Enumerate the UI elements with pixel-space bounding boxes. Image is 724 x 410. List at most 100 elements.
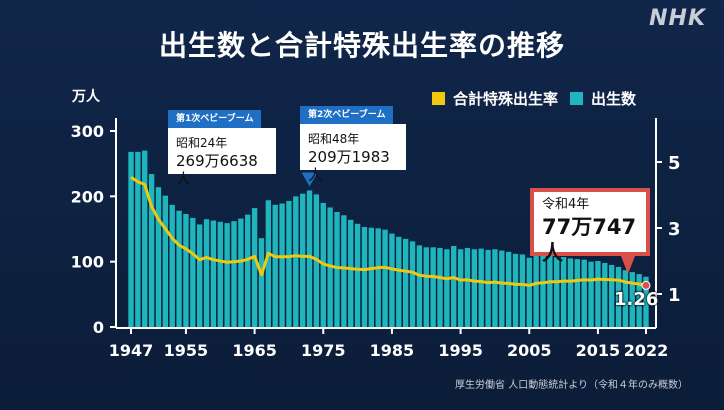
callout-boom1-era: 昭和24年 xyxy=(176,136,228,150)
legend-births-label: 出生数 xyxy=(591,90,637,108)
bar-births-1999 xyxy=(485,249,491,327)
bar-births-1965 xyxy=(251,208,258,327)
bar-births-1980 xyxy=(354,223,361,327)
bar-births-2010 xyxy=(560,257,567,327)
bar-births-1948 xyxy=(135,151,141,327)
bar-births-2009 xyxy=(554,257,560,327)
callout-latest: 令和4年 77万747人 xyxy=(530,188,650,274)
bar-births-1962 xyxy=(231,221,237,327)
callout-boom1-value: 269万6638人 xyxy=(176,152,258,188)
bar-births-1981 xyxy=(361,227,368,327)
left-tick-label-100: 100 xyxy=(71,253,104,272)
right-tick-label-3: 3 xyxy=(668,219,681,240)
bar-births-1949 xyxy=(142,150,148,327)
bar-births-1984 xyxy=(382,229,388,327)
bar-births-1954 xyxy=(176,210,182,327)
bar-births-2011 xyxy=(567,258,574,327)
bar-births-2017 xyxy=(608,264,615,327)
bar-births-1993 xyxy=(444,249,450,327)
callout-boom2-pointer xyxy=(301,172,318,187)
callout-boom1-header: 第1次ベビーブーム xyxy=(168,110,262,128)
bar-births-1972 xyxy=(299,193,306,327)
x-tick-label-2015: 2015 xyxy=(576,341,621,360)
bar-births-1990 xyxy=(423,247,429,327)
bar-births-2018 xyxy=(615,266,622,327)
bar-births-2000 xyxy=(492,249,498,327)
bar-births-2014 xyxy=(588,261,594,327)
callout-boom2: 第2次ベビーブーム 昭和48年 209万1983人 xyxy=(300,106,406,184)
bar-births-1994 xyxy=(451,245,457,327)
bar-births-1987 xyxy=(402,238,409,327)
bar-births-1998 xyxy=(478,248,484,327)
bar-births-2019 xyxy=(622,270,629,327)
bar-births-2020 xyxy=(629,272,635,327)
bar-births-1985 xyxy=(389,233,395,327)
legend-births-swatch xyxy=(570,92,584,105)
callout-latest-era: 令和4年 xyxy=(542,197,590,212)
bar-births-1995 xyxy=(457,249,464,327)
bar-births-2012 xyxy=(574,259,581,327)
bar-births-1952 xyxy=(162,195,169,327)
bar-births-1957 xyxy=(196,224,203,327)
x-tick-label-1955: 1955 xyxy=(164,341,209,360)
callout-boom1: 第1次ベビーブーム 昭和24年 269万6638人 xyxy=(168,110,276,188)
bar-births-1982 xyxy=(368,227,375,327)
bar-births-2008 xyxy=(547,255,553,327)
bar-births-1986 xyxy=(396,236,402,327)
x-tick-label-1975: 1975 xyxy=(301,341,346,360)
bar-births-1958 xyxy=(203,219,210,327)
left-tick-label-0: 0 xyxy=(93,318,104,337)
legend-rate-label: 合計特殊出生率 xyxy=(453,90,559,108)
bar-births-1951 xyxy=(155,187,162,327)
bar-births-1969 xyxy=(279,203,285,327)
bar-births-1983 xyxy=(375,228,381,327)
x-tick-label-2022: 2022 xyxy=(624,341,669,360)
bar-births-2001 xyxy=(499,250,505,327)
bar-births-2002 xyxy=(505,251,512,327)
bar-births-1973 xyxy=(306,190,313,327)
source-note: 厚生労働省 人口動態統計より（令和４年のみ概数） xyxy=(455,380,688,391)
left-tick-label-300: 300 xyxy=(71,122,104,141)
bar-births-1977 xyxy=(334,212,340,327)
left-axis-unit: 万人 xyxy=(72,89,100,105)
bar-births-1970 xyxy=(286,200,292,327)
rate-line xyxy=(130,175,647,287)
bar-births-2003 xyxy=(512,253,519,327)
callout-latest-value: 77万747人 xyxy=(542,215,637,265)
bar-births-1979 xyxy=(348,219,354,327)
bar-births-1961 xyxy=(224,223,230,327)
bar-births-1978 xyxy=(341,215,347,327)
bar-births-2016 xyxy=(602,262,608,327)
x-tick-label-1985: 1985 xyxy=(370,341,415,360)
callout-latest-pointer xyxy=(621,256,635,274)
bar-births-1960 xyxy=(217,221,223,327)
bar-births-1992 xyxy=(437,247,443,327)
x-tick-label-1965: 1965 xyxy=(232,341,277,360)
bar-births-2021 xyxy=(636,274,642,327)
bar-births-2004 xyxy=(519,254,526,327)
callout-boom2-value: 209万1983人 xyxy=(308,148,390,184)
bar-births-1947 xyxy=(128,151,134,327)
bar-births-2022 xyxy=(643,276,649,327)
left-tick-label-200: 200 xyxy=(71,187,104,206)
callout-boom2-header: 第2次ベビーブーム xyxy=(300,106,394,124)
bar-births-1997 xyxy=(471,249,478,327)
bar-births-1964 xyxy=(245,214,251,327)
bar-births-2015 xyxy=(595,261,601,327)
bar-births-1989 xyxy=(416,245,423,327)
bar-births-1971 xyxy=(293,196,299,327)
bar-births-1967 xyxy=(265,200,272,327)
bar-births-1956 xyxy=(190,217,196,327)
legend-rate-swatch xyxy=(432,92,445,105)
bar-births-2013 xyxy=(581,259,587,327)
bar-births-1953 xyxy=(169,204,175,327)
rate-latest-label: 1.26 xyxy=(614,289,659,310)
rate-latest-point xyxy=(641,280,651,290)
x-tick-label-1947: 1947 xyxy=(109,341,154,360)
chart-title: 出生数と合計特殊出生率の推移 xyxy=(158,29,565,62)
bar-births-1996 xyxy=(464,247,471,327)
x-tick-label-2005: 2005 xyxy=(507,341,552,360)
bar-births-1950 xyxy=(148,174,155,327)
